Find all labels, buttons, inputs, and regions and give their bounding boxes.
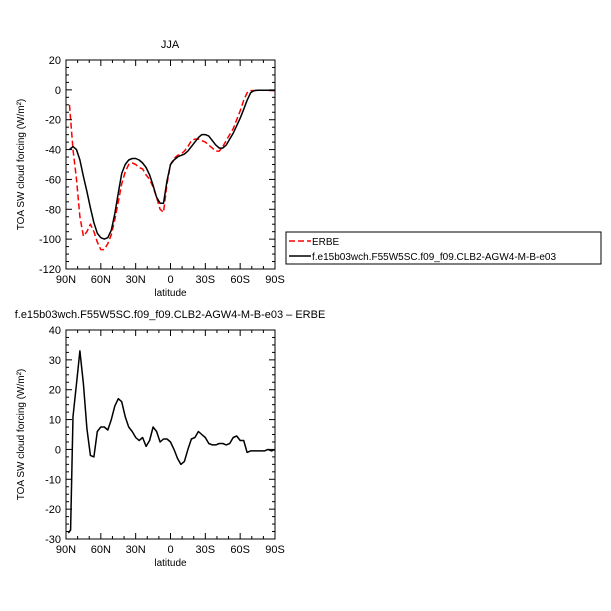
x-tick-label: 90S (265, 544, 285, 556)
y-axis-label: TOA SW cloud forcing (W/m²) (16, 369, 27, 501)
legend: ERBE f.e15b03wch.F55W5SC.f09_f09.CLB2-AGW… (285, 231, 602, 265)
y-tick-label: 20 (49, 55, 61, 67)
x-tick-label: 30N (126, 274, 146, 286)
chart-title: JJA (161, 39, 180, 51)
bottom-panel: f.e15b03wch.F55W5SC.f09_f09.CLB2-AGW4-M-… (15, 309, 326, 569)
x-tick-label: 60S (230, 274, 250, 286)
chart-title: f.e15b03wch.F55W5SC.f09_f09.CLB2-AGW4-M-… (15, 309, 326, 321)
y-tick-label: -80 (45, 204, 61, 216)
x-tick-label: 0 (167, 544, 173, 556)
x-tick-label: 30S (196, 544, 216, 556)
y-tick-label: -10 (45, 474, 61, 486)
y-tick-label: 0 (55, 444, 61, 456)
y-tick-label: 20 (49, 385, 61, 397)
x-axis-label: latitude (154, 288, 187, 299)
x-tick-label: 90N (56, 544, 76, 556)
legend-box (285, 231, 602, 265)
series-line-model (67, 350, 275, 534)
y-tick-label: -20 (45, 115, 61, 127)
series-line-erbe (68, 89, 275, 251)
legend-entry: f.e15b03wch.F55W5SC.f09_f09.CLB2-AGW4-M-… (312, 252, 556, 263)
x-tick-label: 90S (265, 274, 285, 286)
x-tick-label: 0 (167, 274, 173, 286)
y-tick-label: -40 (45, 145, 61, 157)
x-tick-label: 90N (56, 274, 76, 286)
x-tick-label: 60S (230, 544, 250, 556)
x-tick-label: 60N (91, 544, 111, 556)
y-tick-label: -100 (39, 234, 61, 246)
x-tick-label: 60N (91, 274, 111, 286)
y-tick-label: 10 (49, 415, 61, 427)
y-tick-label: -60 (45, 174, 61, 186)
y-axis-label: TOA SW cloud forcing (W/m²) (16, 99, 27, 231)
y-tick-label: -20 (45, 504, 61, 516)
series-line-model (69, 89, 275, 240)
y-tick-label: -120 (39, 264, 61, 276)
x-tick-label: 30S (196, 274, 216, 286)
legend-entry: ERBE (312, 237, 340, 248)
x-tick-label: 30N (126, 544, 146, 556)
y-tick-label: -30 (45, 534, 61, 546)
y-tick-label: 40 (49, 325, 61, 337)
y-tick-label: 30 (49, 355, 61, 367)
y-tick-label: 0 (55, 85, 61, 97)
x-axis-label: latitude (154, 558, 187, 569)
